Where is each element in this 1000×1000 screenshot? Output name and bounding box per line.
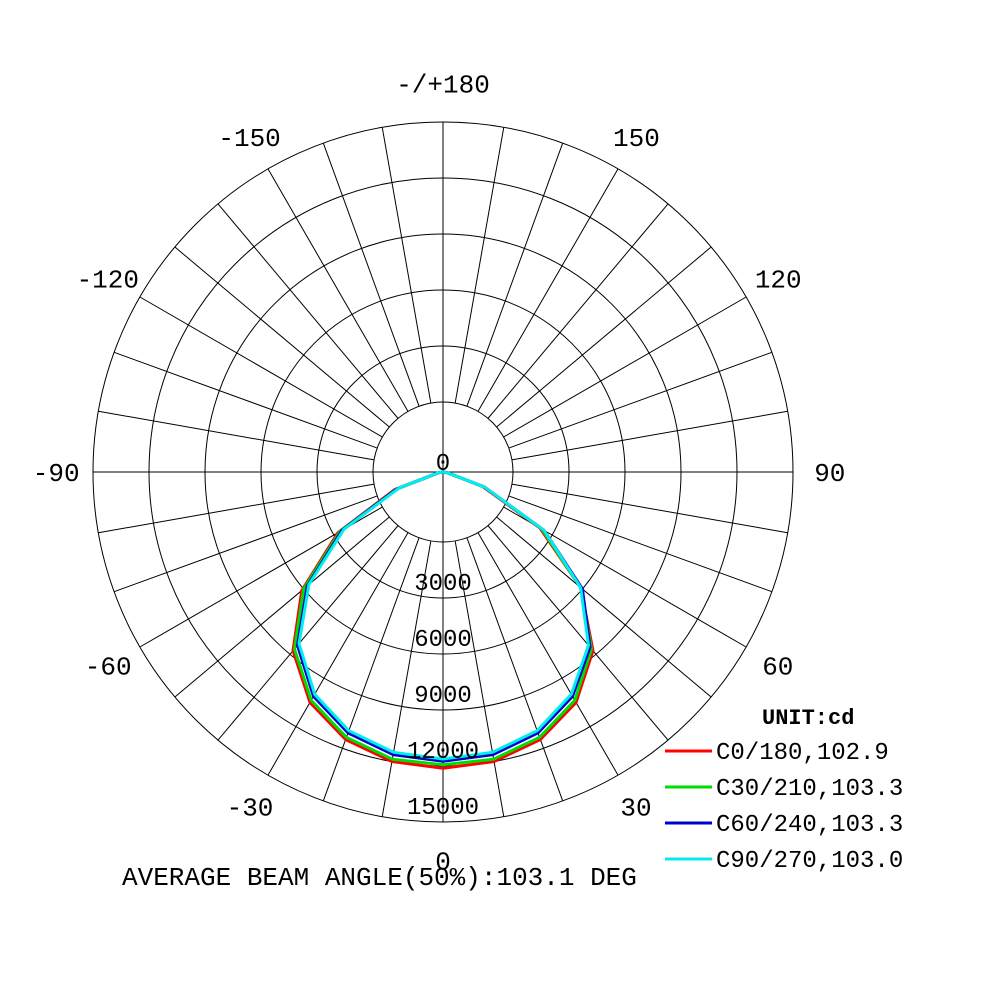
radial-tick-label: 0 bbox=[436, 451, 450, 478]
legend-entry: C30/210,103.3 bbox=[716, 776, 903, 803]
angle-label: -90 bbox=[33, 459, 80, 489]
angle-label: -60 bbox=[85, 652, 132, 682]
angle-label: 30 bbox=[620, 793, 651, 823]
grid-spoke bbox=[217, 203, 399, 419]
grid-spoke bbox=[466, 142, 564, 407]
grid-spoke bbox=[381, 127, 432, 404]
legend-entry: C0/180,102.9 bbox=[716, 740, 889, 767]
grid-spoke bbox=[113, 351, 378, 449]
grid-spoke bbox=[487, 203, 669, 419]
angle-label: 90 bbox=[814, 459, 845, 489]
grid-spoke bbox=[511, 410, 788, 461]
curve-3 bbox=[297, 470, 590, 761]
grid-spoke bbox=[496, 516, 712, 698]
radial-tick-label: 3000 bbox=[414, 571, 472, 598]
legend: UNIT:cd C0/180,102.9 C30/210,103.3 C60/240… bbox=[665, 706, 903, 875]
radial-tick-label: 6000 bbox=[414, 627, 472, 654]
beam-angle-footer: AVERAGE BEAM ANGLE(50%):103.1 DEG bbox=[122, 863, 637, 893]
angle-label: -150 bbox=[218, 124, 280, 154]
radial-tick-label: 12000 bbox=[407, 739, 479, 766]
grid-spoke bbox=[174, 516, 390, 698]
grid-spoke bbox=[98, 410, 375, 461]
grid-spoke bbox=[454, 127, 505, 404]
unit-label: UNIT:cd bbox=[762, 706, 854, 731]
angle-tick-labels: -/+180 150 -150 120 -120 90 -90 60 -60 30 -30 0 bbox=[33, 70, 846, 877]
grid-spoke bbox=[381, 540, 432, 817]
angle-label: 150 bbox=[613, 124, 660, 154]
grid-spoke bbox=[477, 168, 619, 412]
radial-tick-label: 15000 bbox=[407, 795, 479, 822]
legend-entry: C60/240,103.3 bbox=[716, 812, 903, 839]
intensity-curves bbox=[291, 470, 595, 770]
angle-label: -30 bbox=[227, 793, 274, 823]
grid-spoke bbox=[322, 537, 420, 802]
radial-tick-labels: 0 3000 6000 9000 12000 15000 bbox=[407, 451, 479, 822]
grid-spoke bbox=[267, 532, 409, 776]
grid-spoke bbox=[496, 246, 712, 428]
grid-spoke bbox=[466, 537, 564, 802]
grid-spoke bbox=[174, 246, 390, 428]
grid-spoke bbox=[454, 540, 505, 817]
legend-entry: C90/270,103.0 bbox=[716, 848, 903, 875]
grid-spoke bbox=[322, 142, 420, 407]
angle-label: 60 bbox=[762, 652, 793, 682]
curve-2 bbox=[296, 470, 592, 763]
angle-label: -120 bbox=[77, 266, 139, 296]
angle-label: 0 bbox=[435, 848, 451, 878]
grid-spoke bbox=[98, 483, 375, 534]
grid-spoke bbox=[503, 296, 747, 438]
angle-label: 120 bbox=[755, 266, 802, 296]
grid-spoke bbox=[267, 168, 409, 412]
grid-spoke bbox=[508, 351, 773, 449]
grid-spoke bbox=[477, 532, 619, 776]
grid-spoke bbox=[217, 525, 399, 741]
grid-spoke bbox=[139, 296, 383, 438]
grid-spoke bbox=[511, 483, 788, 534]
angle-label: -/+180 bbox=[396, 70, 490, 100]
grid-spoke bbox=[508, 495, 773, 593]
grid-spoke bbox=[487, 525, 669, 741]
grid-spoke bbox=[113, 495, 378, 593]
polar-grid bbox=[92, 121, 794, 823]
radial-tick-label: 9000 bbox=[414, 683, 472, 710]
